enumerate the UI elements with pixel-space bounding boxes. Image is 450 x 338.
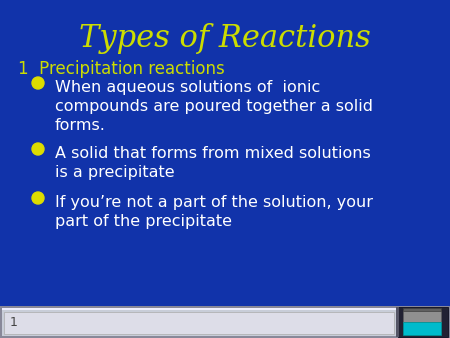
- Circle shape: [32, 192, 44, 204]
- Bar: [403, 308, 441, 311]
- Bar: [2, 308, 448, 310]
- Text: 1: 1: [10, 315, 18, 329]
- Bar: [403, 310, 441, 322]
- Text: A solid that forms from mixed solutions
is a precipitate: A solid that forms from mixed solutions …: [55, 146, 371, 180]
- Bar: [396, 307, 399, 337]
- Text: Types of Reactions: Types of Reactions: [79, 23, 371, 54]
- Bar: [4, 312, 394, 334]
- Bar: [0, 306, 450, 338]
- Text: When aqueous solutions of  ionic
compounds are poured together a solid
forms.: When aqueous solutions of ionic compound…: [55, 80, 373, 134]
- Circle shape: [32, 143, 44, 155]
- Bar: [2, 308, 448, 336]
- Text: 1  Precipitation reactions: 1 Precipitation reactions: [18, 60, 225, 78]
- Bar: [398, 307, 448, 337]
- Circle shape: [32, 77, 44, 89]
- Text: If you’re not a part of the solution, your
part of the precipitate: If you’re not a part of the solution, yo…: [55, 195, 373, 229]
- Bar: [403, 322, 441, 335]
